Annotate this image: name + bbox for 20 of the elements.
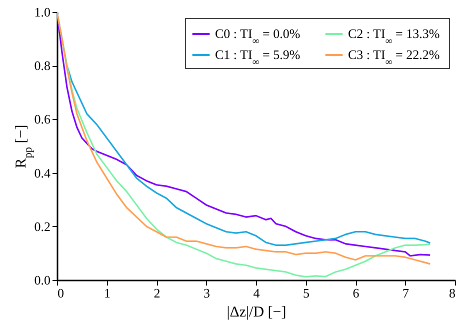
x-tick-label: 3: [204, 286, 210, 300]
x-tick-label: 7: [402, 286, 410, 300]
x-tick-label: 1: [104, 286, 110, 300]
y-tick-label: 0.2: [34, 218, 50, 234]
x-tick-label: 6: [352, 286, 360, 300]
y-tick-label: 1.0: [34, 4, 50, 20]
legend-label: C0 : TI$_{∞}$ = 0.0%: [215, 26, 300, 46]
y-tick-label: 0.0: [34, 272, 50, 288]
x-tick-label: 2: [154, 286, 160, 300]
y-tick-label: 0.6: [34, 112, 51, 127]
x-tick-label: 4: [253, 286, 260, 300]
x-tick-label: 8: [449, 286, 456, 300]
x-axis-title: |Δz|/D [−]: [226, 304, 286, 320]
x-tick-label: 0: [58, 286, 64, 300]
legend-label: C1 : TI$_{∞}$ = 5.9%: [215, 47, 300, 68]
legend-label: C3 : TI$_{∞}$ = 22.2%: [348, 47, 440, 68]
legend-label: C2 : TI$_{∞}$ = 13.3%: [348, 26, 440, 46]
x-tick-label: 5: [303, 286, 310, 300]
y-tick-label: 0.8: [34, 58, 50, 74]
y-tick-label: 0.4: [34, 165, 51, 180]
